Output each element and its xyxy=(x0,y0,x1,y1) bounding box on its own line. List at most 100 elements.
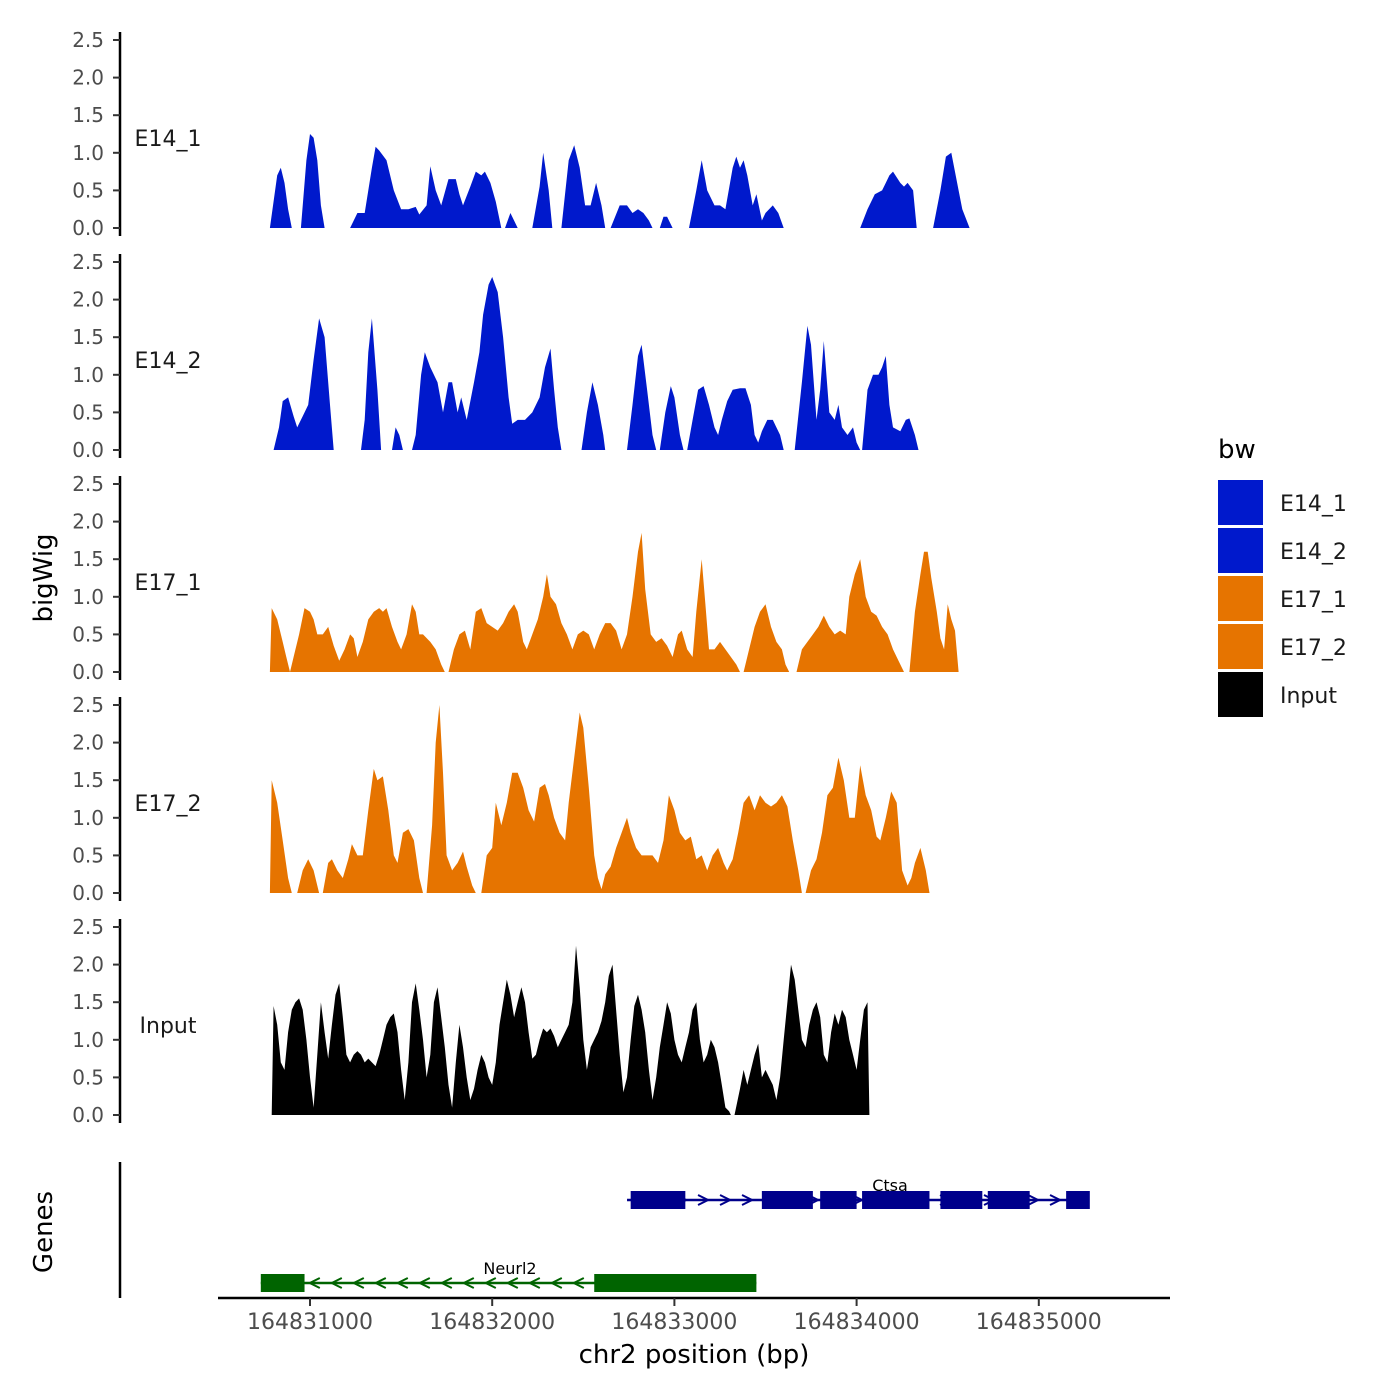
legend-swatch xyxy=(1218,480,1263,525)
strand-arrow xyxy=(307,1277,321,1289)
legend-swatch xyxy=(1218,672,1263,717)
strand-arrow xyxy=(505,1277,519,1289)
y-tick-label: 2.0 xyxy=(72,66,104,90)
exon-block xyxy=(260,1274,305,1292)
exon-block xyxy=(940,1191,983,1209)
legend-label: E17_2 xyxy=(1280,636,1347,661)
exon-block xyxy=(1066,1191,1090,1209)
strand-arrow xyxy=(527,1277,541,1289)
x-tick-label: 164832000 xyxy=(429,1310,555,1335)
legend-swatch xyxy=(1218,624,1263,669)
strand-arrow xyxy=(741,1194,755,1206)
exon-block xyxy=(594,1274,757,1292)
coverage-area xyxy=(271,945,870,1115)
gene-label: Neurl2 xyxy=(483,1259,536,1278)
y-axis-title: bigWig xyxy=(29,533,59,622)
strand-arrow xyxy=(417,1277,431,1289)
exon-block xyxy=(630,1191,686,1209)
gene-label: Ctsa xyxy=(872,1176,908,1195)
track-label: E17_1 xyxy=(135,571,202,596)
track-e14-1: 0.0 0.5 1.0 1.5 2.0 2.5 E14_1 xyxy=(72,28,970,240)
y-tick-label: 0.0 xyxy=(72,881,104,905)
legend-item: Input xyxy=(1218,672,1337,717)
y-tick-label: 1.5 xyxy=(72,547,104,571)
exon-block xyxy=(987,1191,1030,1209)
y-tick-label: 0.5 xyxy=(72,178,104,202)
strand-arrow xyxy=(697,1194,711,1206)
genes-panel: Genes Ctsa Neurl2 164831000 164832000 16483… xyxy=(29,1162,1170,1370)
strand-arrow xyxy=(1049,1194,1063,1206)
track-label: E17_2 xyxy=(135,792,202,817)
genes-panel-title: Genes xyxy=(29,1191,59,1273)
coverage-area xyxy=(273,277,919,450)
legend-item: E17_2 xyxy=(1218,624,1347,669)
y-tick-label: 0.0 xyxy=(72,1103,104,1127)
legend-label: E14_1 xyxy=(1280,492,1347,517)
y-tick-label: 1.5 xyxy=(72,990,104,1014)
y-tick-label: 1.0 xyxy=(72,585,104,609)
strand-arrow xyxy=(719,1194,733,1206)
exon-block xyxy=(862,1191,930,1209)
x-tick-label: 164831000 xyxy=(247,1310,373,1335)
track-e17-2: 0.0 0.5 1.0 1.5 2.0 2.5 E17_2 xyxy=(72,693,930,905)
x-tick-label: 164835000 xyxy=(976,1310,1102,1335)
strand-arrow xyxy=(1027,1194,1041,1206)
y-tick-label: 1.0 xyxy=(72,141,104,165)
x-tick-label: 164833000 xyxy=(611,1310,737,1335)
y-tick-label: 1.5 xyxy=(72,103,104,127)
y-tick-label: 0.5 xyxy=(72,622,104,646)
strand-arrow xyxy=(395,1277,409,1289)
y-tick-label: 1.0 xyxy=(72,1028,104,1052)
legend: bw E14_1 E14_2 E17_1 E17_2 Input xyxy=(1218,435,1347,717)
legend-item: E14_1 xyxy=(1218,480,1347,525)
y-tick-label: 2.0 xyxy=(72,510,104,534)
y-tick-label: 2.5 xyxy=(72,915,104,939)
strand-arrow xyxy=(571,1277,585,1289)
strand-arrow xyxy=(549,1277,563,1289)
y-tick-label: 2.5 xyxy=(72,250,104,274)
legend-label: E17_1 xyxy=(1280,588,1347,613)
y-tick-label: 0.5 xyxy=(72,843,104,867)
gene-neurl2: Neurl2 xyxy=(260,1259,757,1292)
y-tick-label: 0.5 xyxy=(72,1065,104,1089)
track-label: E14_1 xyxy=(135,127,202,152)
x-axis-title: chr2 position (bp) xyxy=(579,1340,810,1370)
coverage-tracks: 0.0 0.5 1.0 1.5 2.0 2.5 E14_1 0.0 0.5 1.0 1.5 2.0 2.… xyxy=(72,28,970,1127)
y-tick-label: 1.5 xyxy=(72,325,104,349)
track-label: E14_2 xyxy=(135,349,202,374)
y-tick-label: 2.0 xyxy=(72,953,104,977)
y-tick-label: 0.0 xyxy=(72,216,104,240)
y-tick-label: 0.0 xyxy=(72,660,104,684)
exon-block xyxy=(761,1191,813,1209)
y-tick-label: 2.0 xyxy=(72,731,104,755)
legend-swatch xyxy=(1218,528,1263,573)
track-label: Input xyxy=(140,1014,197,1039)
legend-item: E14_2 xyxy=(1218,528,1347,573)
legend-label: E14_2 xyxy=(1280,540,1347,565)
legend-item: E17_1 xyxy=(1218,576,1347,621)
strand-arrow xyxy=(373,1277,387,1289)
coverage-area xyxy=(269,532,959,672)
strand-arrow xyxy=(351,1277,365,1289)
strand-arrow xyxy=(439,1277,453,1289)
coverage-area xyxy=(269,134,970,228)
legend-swatch xyxy=(1218,576,1263,621)
strand-arrow xyxy=(329,1277,343,1289)
y-tick-label: 1.5 xyxy=(72,768,104,792)
track-input: 0.0 0.5 1.0 1.5 2.0 2.5 Input xyxy=(72,915,870,1127)
y-tick-label: 2.5 xyxy=(72,28,104,52)
y-tick-label: 1.0 xyxy=(72,363,104,387)
y-tick-label: 0.0 xyxy=(72,438,104,462)
legend-label: Input xyxy=(1280,684,1337,709)
y-tick-label: 2.5 xyxy=(72,472,104,496)
x-tick-label: 164834000 xyxy=(794,1310,920,1335)
strand-arrow xyxy=(483,1277,497,1289)
coverage-area xyxy=(269,705,930,893)
y-tick-label: 2.5 xyxy=(72,693,104,717)
exon-block xyxy=(820,1191,857,1209)
y-tick-label: 2.0 xyxy=(72,288,104,312)
track-e14-2: 0.0 0.5 1.0 1.5 2.0 2.5 E14_2 xyxy=(72,250,919,462)
strand-arrow xyxy=(461,1277,475,1289)
gene-ctsa: Ctsa xyxy=(627,1176,1090,1209)
